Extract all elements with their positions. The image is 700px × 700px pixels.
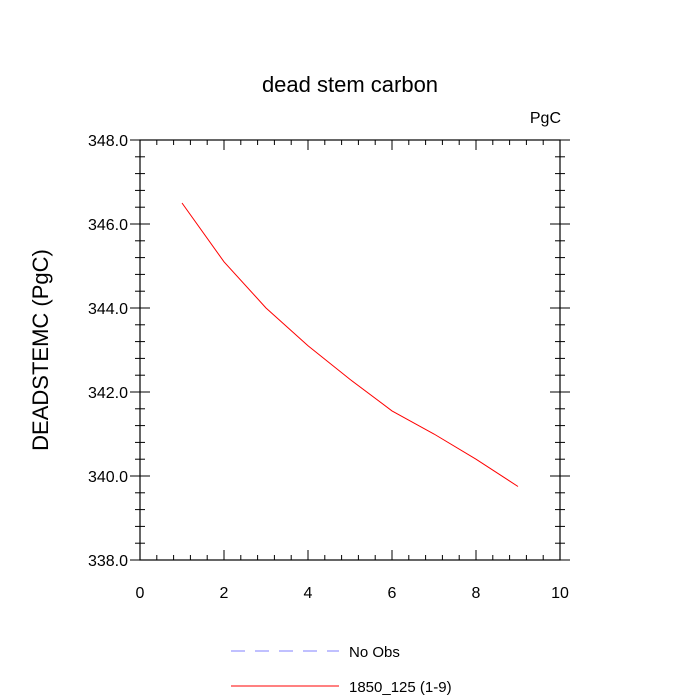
x-tick-label: 2 [220,585,229,602]
series-lines [181,202,519,487]
y-tick-label: 344.0 [88,301,128,318]
x-tick-label: 6 [388,585,397,602]
legend-label: 1850_125 (1-9) [349,679,452,696]
axis-ticks [130,139,570,561]
chart-title: dead stem carbon [262,72,438,97]
y-tick-label: 346.0 [88,217,128,234]
y-tick-label: 338.0 [88,553,128,570]
series-line [181,202,519,487]
tick-labels: 0 2 4 6 8 10 338.0 340.0 342.0 344.0 346.0 348.0 [88,133,569,602]
y-tick-label: 340.0 [88,469,128,486]
legend: No Obs 1850_125 (1-9) [231,644,452,696]
plot-frame [139,139,561,561]
y-axis-label: DEADSTEMC (PgC) [28,249,53,451]
x-tick-label: 0 [136,585,145,602]
x-tick-label: 10 [551,585,569,602]
legend-label: No Obs [349,644,400,661]
x-tick-label: 4 [304,585,313,602]
x-tick-label: 8 [472,585,481,602]
y-tick-label: 342.0 [88,385,128,402]
y-tick-label: 348.0 [88,133,128,150]
units-label: PgC [530,110,561,127]
